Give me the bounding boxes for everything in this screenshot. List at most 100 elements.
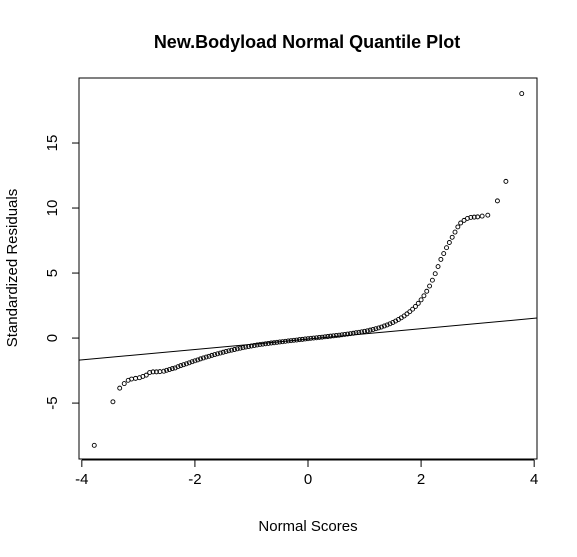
data-point [299,336,305,342]
y-axis-label: Standardized Residuals [4,189,21,347]
data-point [246,344,252,349]
data-point [407,309,413,315]
data-point [345,331,351,337]
x-tick-label: 2 [417,471,425,488]
data-point [347,331,353,337]
data-point [362,328,367,334]
data-point [438,256,444,262]
data-point [503,178,509,184]
data-point [444,245,449,251]
data-point [314,335,319,341]
y-tick-label: 0 [44,334,61,342]
data-point [195,357,201,363]
data-point [260,341,266,347]
data-point [200,355,206,361]
data-point [364,328,370,334]
data-point [240,345,246,351]
data-point [471,214,477,220]
data-point [494,198,500,204]
data-point [212,352,218,358]
data-point [432,271,438,277]
data-point [446,240,452,245]
data-point [223,349,229,354]
data-point [243,344,249,350]
data-point [297,337,302,343]
data-point [353,330,359,336]
data-point [429,277,435,283]
data-point [333,333,339,338]
data-point [449,234,455,240]
data-point [274,339,280,345]
data-point [183,361,189,367]
data-point [277,339,283,345]
data-point [234,346,240,352]
data-point [359,329,365,335]
data-point [268,340,274,346]
data-point [441,251,447,256]
data-points [91,91,525,448]
data-point [150,369,156,375]
x-tick-label: 0 [304,471,312,488]
x-tick-label: 4 [530,471,538,488]
data-point [167,367,172,372]
data-point [475,214,481,220]
data-point [181,362,187,368]
data-point [178,363,184,369]
data-point [412,304,418,309]
data-point [316,334,322,340]
data-point [217,350,223,356]
data-point [350,330,356,336]
data-point [147,370,153,375]
data-point [452,229,458,235]
data-point [154,369,159,375]
data-point [336,332,342,338]
data-point [291,337,297,343]
data-point [175,364,181,370]
data-point [328,333,334,339]
data-point [229,347,235,353]
data-point [257,342,263,348]
data-point [285,338,291,344]
data-point [455,224,461,230]
data-point [294,337,300,343]
data-point [308,335,314,341]
data-point [325,334,331,339]
data-point [415,300,421,306]
reference-line [78,317,538,361]
data-point [468,214,474,220]
plot-frame [78,77,538,460]
data-point [339,332,345,338]
data-point [237,345,243,351]
data-point [265,340,271,346]
data-point [215,351,220,357]
data-point [384,322,390,328]
data-point [169,366,175,372]
x-tick-label: -2 [188,471,201,488]
data-point [387,321,393,327]
y-tick-label: 5 [44,269,61,277]
data-point [379,324,384,330]
data-point [91,442,97,448]
data-point [367,327,373,333]
data-point [161,368,167,374]
data-point [370,327,376,332]
data-point [381,323,387,329]
data-point [172,365,178,371]
data-point [519,91,525,97]
data-point [410,306,416,312]
data-point [117,385,123,391]
data-point [143,372,149,378]
data-point [424,288,430,294]
data-point [330,333,336,339]
data-point [311,335,317,341]
data-point [186,360,192,366]
data-point [249,343,254,349]
x-tick-label: -4 [75,471,88,488]
data-point [305,336,311,342]
data-point [479,213,485,219]
data-point [164,367,170,373]
data-point [220,349,226,355]
data-point [288,338,294,344]
